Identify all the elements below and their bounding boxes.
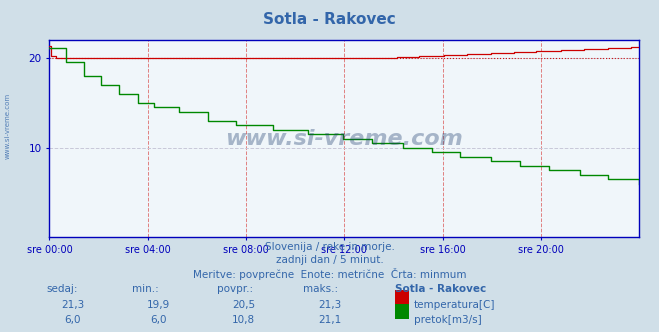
Text: temperatura[C]: temperatura[C] (414, 300, 496, 310)
Text: Sotla - Rakovec: Sotla - Rakovec (263, 12, 396, 27)
Text: Meritve: povprečne  Enote: metrične  Črta: minmum: Meritve: povprečne Enote: metrične Črta:… (192, 268, 467, 280)
Text: pretok[m3/s]: pretok[m3/s] (414, 315, 482, 325)
Text: 20,5: 20,5 (232, 300, 256, 310)
Text: sedaj:: sedaj: (46, 284, 78, 294)
Text: 21,3: 21,3 (61, 300, 84, 310)
Text: min.:: min.: (132, 284, 159, 294)
Text: 6,0: 6,0 (150, 315, 167, 325)
Text: zadnji dan / 5 minut.: zadnji dan / 5 minut. (275, 255, 384, 265)
Text: 10,8: 10,8 (232, 315, 256, 325)
Text: Sotla - Rakovec: Sotla - Rakovec (395, 284, 486, 294)
Text: www.si-vreme.com: www.si-vreme.com (5, 93, 11, 159)
Text: maks.:: maks.: (303, 284, 338, 294)
Text: 21,3: 21,3 (318, 300, 341, 310)
Text: www.si-vreme.com: www.si-vreme.com (225, 128, 463, 149)
Text: Slovenija / reke in morje.: Slovenija / reke in morje. (264, 242, 395, 252)
Text: povpr.:: povpr.: (217, 284, 254, 294)
Text: 6,0: 6,0 (64, 315, 81, 325)
Text: 19,9: 19,9 (146, 300, 170, 310)
Text: 21,1: 21,1 (318, 315, 341, 325)
